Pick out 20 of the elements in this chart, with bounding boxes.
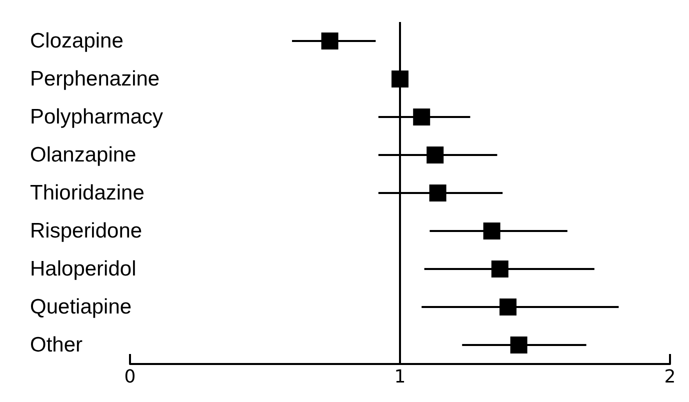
- point: [413, 108, 430, 126]
- x-tick-label: 2: [664, 366, 676, 388]
- y-tick-label: Haloperidol: [30, 258, 136, 280]
- y-tick-label: Quetiapine: [30, 296, 132, 318]
- point: [510, 336, 528, 354]
- y-tick-label: Olanzapine: [30, 144, 136, 166]
- y-tick-label: Polypharmacy: [30, 106, 164, 128]
- point: [483, 222, 500, 240]
- x-tick-label: 0: [124, 366, 136, 388]
- point: [491, 260, 508, 278]
- point: [321, 32, 338, 50]
- x-tick-label: 1: [394, 366, 406, 388]
- point: [500, 298, 516, 316]
- point: [429, 184, 446, 202]
- y-tick-label: Perphenazine: [30, 68, 160, 90]
- y-tick-label: Risperidone: [30, 220, 142, 242]
- y-tick-label: Thioridazine: [30, 182, 144, 204]
- y-tick-label: Other: [30, 334, 83, 356]
- point: [426, 146, 444, 164]
- y-tick-label: Clozapine: [30, 30, 124, 52]
